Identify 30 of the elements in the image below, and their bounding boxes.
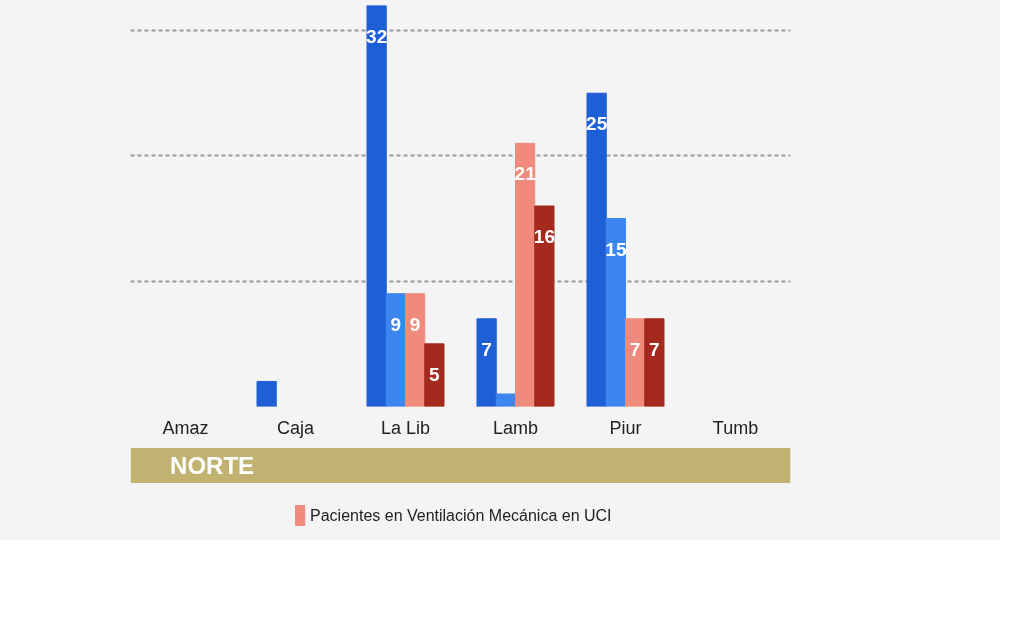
data-label: 7 [481,338,492,360]
x-tick-label: Lamb [492,417,539,438]
bar [586,92,607,407]
data-label: 5 [429,363,441,385]
bar [256,380,277,407]
data-label: 7 [649,338,660,360]
x-tick-label: Piur [609,417,642,438]
bar [366,5,387,407]
bar [424,343,445,407]
x-tick-label: La Lib [380,417,431,438]
data-label: 32 [366,25,388,47]
data-label: 25 [586,113,608,135]
bar [625,318,646,407]
bar [515,142,536,407]
x-tick-label: Tumb [712,417,759,438]
bar [644,318,665,407]
bar [476,318,497,407]
x-tick-label: Caja [276,417,315,438]
data-label: 7 [629,338,641,360]
x-tick-label: Amaz [162,417,209,438]
legend-label: Pacientes en Ventilación Mecánica en UCI [310,507,612,524]
bar [605,218,626,407]
data-label: 16 [533,226,555,247]
text: NORTE [170,452,255,479]
bar [495,393,516,407]
data-label: 15 [605,238,627,260]
data-label: 9 [390,313,402,335]
bar [405,293,426,407]
data-label: 9 [409,313,421,335]
bar [534,205,555,407]
